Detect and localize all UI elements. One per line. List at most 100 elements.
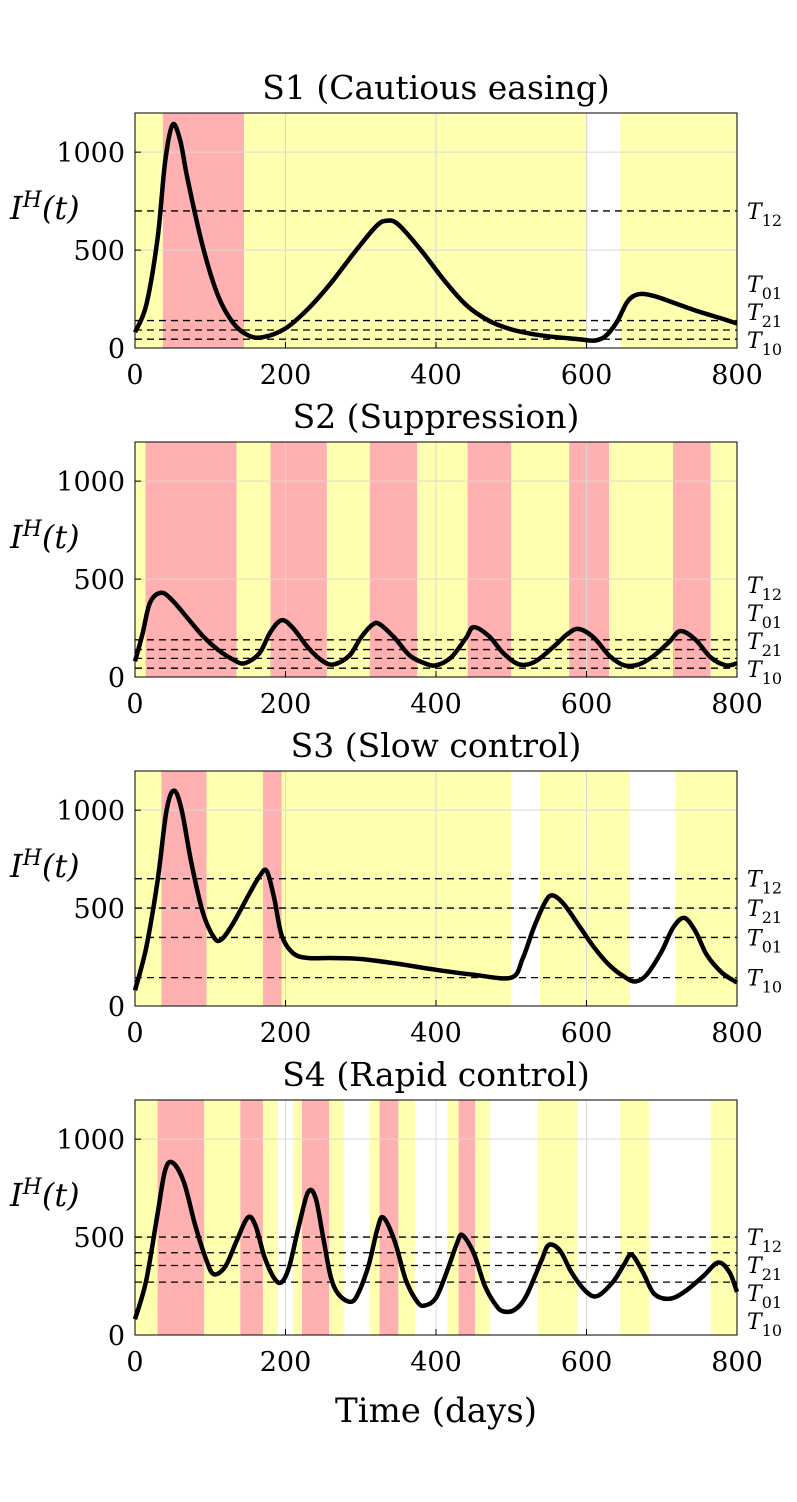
threshold-label-t01: T01 (747, 273, 782, 303)
y-axis-label: IH(t) (9, 1175, 80, 1214)
threshold-label-t21: T21 (747, 1254, 782, 1284)
band-yellow (475, 1100, 491, 1335)
x-tick-label: 0 (126, 1347, 143, 1378)
threshold-label-t21: T21 (747, 301, 782, 331)
y-tick-label: 1000 (56, 796, 125, 827)
threshold-label-t12: T12 (747, 200, 782, 230)
threshold-label-t01: T01 (747, 926, 782, 956)
x-axis-label: Time (days) (335, 1391, 537, 1431)
x-tick-label: 0 (126, 360, 143, 391)
x-tick-label: 600 (561, 689, 613, 720)
y-tick-label: 500 (73, 236, 125, 267)
y-tick-label: 0 (108, 992, 125, 1023)
x-tick-label: 600 (561, 1347, 613, 1378)
band-yellow (326, 442, 370, 677)
band-yellow (675, 771, 737, 1006)
band-yellow (262, 1100, 278, 1335)
band-yellow (135, 442, 146, 677)
band-red (369, 442, 418, 677)
band-yellow (447, 1100, 459, 1335)
band-white (490, 1100, 538, 1335)
band-red (145, 442, 237, 677)
threshold-label-t10: T10 (747, 658, 782, 688)
threshold-label-t10: T10 (747, 1310, 782, 1340)
threshold-label-t21: T21 (747, 897, 782, 927)
series-line (132, 1159, 740, 1320)
chart-title: S3 (Slow control) (291, 726, 582, 765)
threshold-label-t12: T12 (747, 574, 782, 604)
band-yellow (710, 1100, 737, 1335)
threshold-label-t10: T10 (747, 967, 782, 997)
y-tick-label: 1000 (56, 1125, 125, 1156)
band-yellow (369, 1100, 380, 1335)
y-axis-label: IH(t) (9, 188, 80, 227)
x-tick-label: 400 (410, 1347, 462, 1378)
threshold-label-t10: T10 (747, 329, 782, 359)
x-tick-label: 800 (711, 360, 763, 391)
band-yellow (710, 442, 737, 677)
band-yellow (417, 442, 468, 677)
band-white (577, 1100, 621, 1335)
band-yellow (620, 113, 737, 348)
x-tick-label: 800 (711, 1347, 763, 1378)
band-yellow (135, 1100, 158, 1335)
x-tick-label: 400 (410, 360, 462, 391)
chart-title: S1 (Cautious easing) (262, 68, 609, 107)
x-tick-label: 200 (260, 360, 312, 391)
band-yellow (537, 1100, 578, 1335)
band-yellow (398, 1100, 415, 1335)
x-tick-label: 800 (711, 689, 763, 720)
y-tick-label: 500 (73, 894, 125, 925)
x-tick-label: 400 (410, 689, 462, 720)
y-tick-label: 500 (73, 565, 125, 596)
band-yellow (281, 771, 512, 1006)
series-line (132, 121, 738, 343)
chart-title: S4 (Rapid control) (282, 1055, 589, 1094)
y-axis-label: IH(t) (9, 517, 80, 556)
y-tick-label: 0 (108, 663, 125, 694)
band-white (511, 771, 540, 1006)
series-line (132, 788, 739, 991)
y-tick-label: 1000 (56, 467, 125, 498)
band-red (379, 1100, 399, 1335)
y-tick-label: 0 (108, 1321, 125, 1352)
x-tick-label: 800 (711, 1018, 763, 1049)
band-red (458, 1100, 476, 1335)
x-tick-label: 0 (126, 1018, 143, 1049)
x-tick-label: 200 (260, 1018, 312, 1049)
band-red (569, 442, 610, 677)
threshold-label-t01: T01 (747, 602, 782, 632)
threshold-label-t12: T12 (747, 868, 782, 898)
x-tick-label: 600 (561, 1018, 613, 1049)
band-yellow (620, 1100, 649, 1335)
band-red (673, 442, 711, 677)
y-tick-label: 0 (108, 334, 125, 365)
x-tick-label: 400 (410, 1018, 462, 1049)
chart-title: S2 (Suppression) (293, 397, 580, 436)
band-white (630, 771, 676, 1006)
x-tick-label: 200 (260, 689, 312, 720)
x-tick-label: 0 (126, 689, 143, 720)
band-yellow (204, 1100, 241, 1335)
threshold-label-t21: T21 (747, 630, 782, 660)
band-yellow (244, 113, 589, 348)
band-white (648, 1100, 711, 1335)
y-tick-label: 500 (73, 1223, 125, 1254)
band-white (588, 113, 621, 348)
y-tick-label: 1000 (56, 138, 125, 169)
threshold-label-t12: T12 (747, 1226, 782, 1256)
x-tick-label: 600 (561, 360, 613, 391)
band-red (302, 1100, 330, 1335)
x-tick-label: 200 (260, 1347, 312, 1378)
threshold-label-t01: T01 (747, 1282, 782, 1312)
band-red (270, 442, 327, 677)
band-yellow (609, 442, 674, 677)
band-red (467, 442, 512, 677)
band-white (414, 1100, 448, 1335)
band-yellow (293, 1100, 303, 1335)
